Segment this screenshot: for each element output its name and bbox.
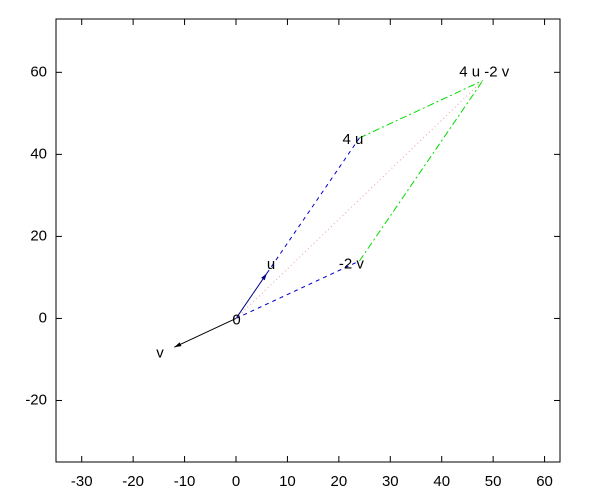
vector-line (235, 260, 360, 319)
plot-frame (55, 18, 561, 463)
vector-line (266, 137, 360, 274)
x-tick-label: 60 (536, 473, 553, 490)
x-tick-label: 10 (279, 473, 296, 490)
vector-line (235, 80, 484, 319)
annotation: 0 (232, 311, 240, 328)
y-tick-label: -20 (25, 391, 47, 408)
x-tick-label: 20 (331, 473, 348, 490)
x-tick-label: -30 (71, 473, 93, 490)
annotation: 4 u (342, 131, 363, 148)
vector-line (359, 80, 484, 262)
x-tick-label: -10 (174, 473, 196, 490)
vector-line (174, 317, 237, 348)
annotation: -2 v (339, 255, 365, 272)
annotation: 4 u -2 v (459, 63, 510, 80)
x-tick-label: 40 (433, 473, 450, 490)
annotation: v (156, 344, 164, 361)
vector-line (359, 80, 484, 139)
x-tick-label: 30 (382, 473, 399, 490)
x-tick-label: 0 (232, 473, 240, 490)
y-tick-label: 20 (30, 227, 47, 244)
y-tick-label: 40 (30, 145, 47, 162)
annotation: u (267, 256, 275, 273)
vector-line (235, 273, 268, 319)
y-tick-label: 60 (30, 63, 47, 80)
y-tick-label: 0 (39, 309, 47, 326)
x-tick-label: -20 (122, 473, 144, 490)
x-tick-label: 50 (485, 473, 502, 490)
